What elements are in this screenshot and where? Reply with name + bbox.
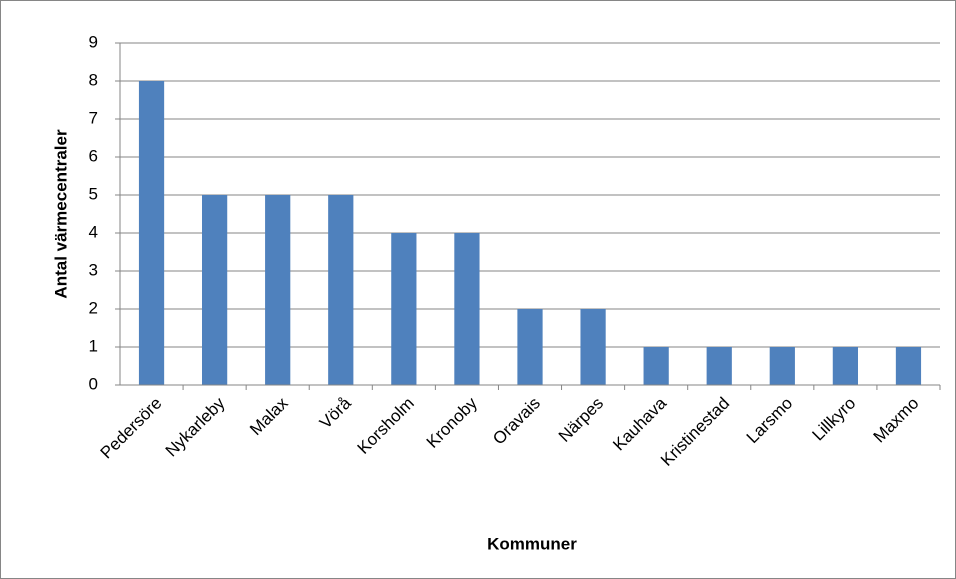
- y-tick-label: 3: [89, 260, 98, 279]
- bar: [769, 347, 795, 385]
- y-tick-label: 4: [89, 222, 98, 241]
- y-tick-label: 8: [89, 70, 98, 89]
- bar: [706, 347, 732, 385]
- bar: [391, 233, 417, 385]
- bar: [328, 195, 354, 385]
- bar: [580, 309, 606, 385]
- y-tick-label: 6: [89, 146, 98, 165]
- bar: [265, 195, 291, 385]
- bar: [454, 233, 480, 385]
- y-tick-label: 0: [89, 374, 98, 393]
- bar: [643, 347, 669, 385]
- y-axis-label: Antal värmecentraler: [51, 129, 70, 299]
- y-tick-label: 9: [89, 32, 98, 51]
- bar: [202, 195, 228, 385]
- y-tick-label: 7: [89, 108, 98, 127]
- bar: [832, 347, 858, 385]
- y-tick-label: 2: [89, 298, 98, 317]
- bar: [138, 81, 165, 385]
- x-axis-label: Kommuner: [487, 534, 577, 553]
- y-tick-label: 1: [89, 336, 98, 355]
- bar: [895, 347, 922, 385]
- bar: [517, 309, 543, 385]
- y-tick-label: 5: [89, 184, 98, 203]
